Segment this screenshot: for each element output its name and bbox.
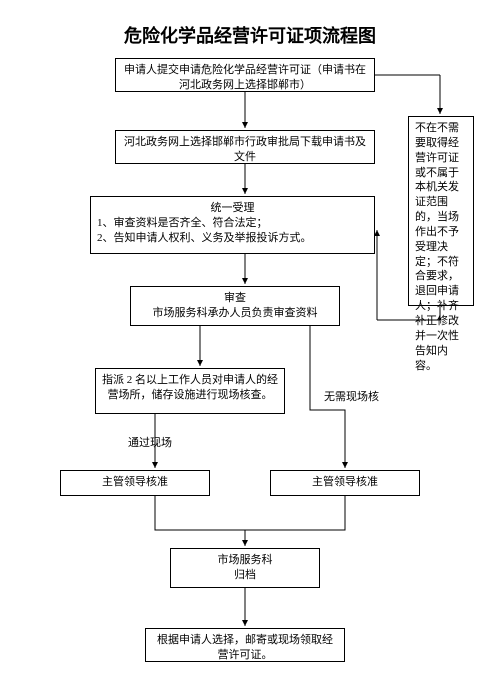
edge-label-pass-onsite: 通过现场 bbox=[128, 434, 172, 450]
node-download-docs: 河北政务网上选择邯郸市行政审批局下载申请书及文件 bbox=[115, 130, 375, 164]
edge-label-no-onsite: 无需现场核 bbox=[324, 388, 379, 404]
node-review: 审查 市场服务科承办人员负责审查资料 bbox=[130, 286, 340, 326]
node-approval-right: 主管领导核准 bbox=[270, 470, 420, 496]
node-side-note: 不在不需要取得经营许可证或不属于本机关发证范围的，当场作出不予受理决定；不符合要… bbox=[408, 116, 474, 306]
node-n4-body: 市场服务科承办人员负责审查资料 bbox=[137, 306, 333, 321]
node-issue-license: 根据申请人选择，邮寄或现场领取经营许可证。 bbox=[145, 628, 345, 662]
node-unified-acceptance: 统一受理 1、审查资料是否齐全、符合法定； 2、告知申请人权利、义务及举报投诉方… bbox=[90, 196, 375, 254]
node-n4-title: 审查 bbox=[137, 291, 333, 306]
node-n3-body: 1、审查资料是否齐全、符合法定； 2、告知申请人权利、义务及举报投诉方式。 bbox=[97, 216, 368, 246]
node-n3-title: 统一受理 bbox=[97, 201, 368, 216]
node-approval-left: 主管领导核准 bbox=[60, 470, 210, 496]
node-onsite-inspection: 指派 2 名以上工作人员对申请人的经营场所，储存设施进行现场核查。 bbox=[95, 368, 285, 414]
node-submit-application: 申请人提交申请危险化学品经营许可证（申请书在河北政务网上选择邯郸市） bbox=[115, 58, 375, 92]
diagram-title: 危险化学品经营许可证项流程图 bbox=[0, 22, 500, 48]
node-archive: 市场服务科 归档 bbox=[170, 548, 320, 588]
